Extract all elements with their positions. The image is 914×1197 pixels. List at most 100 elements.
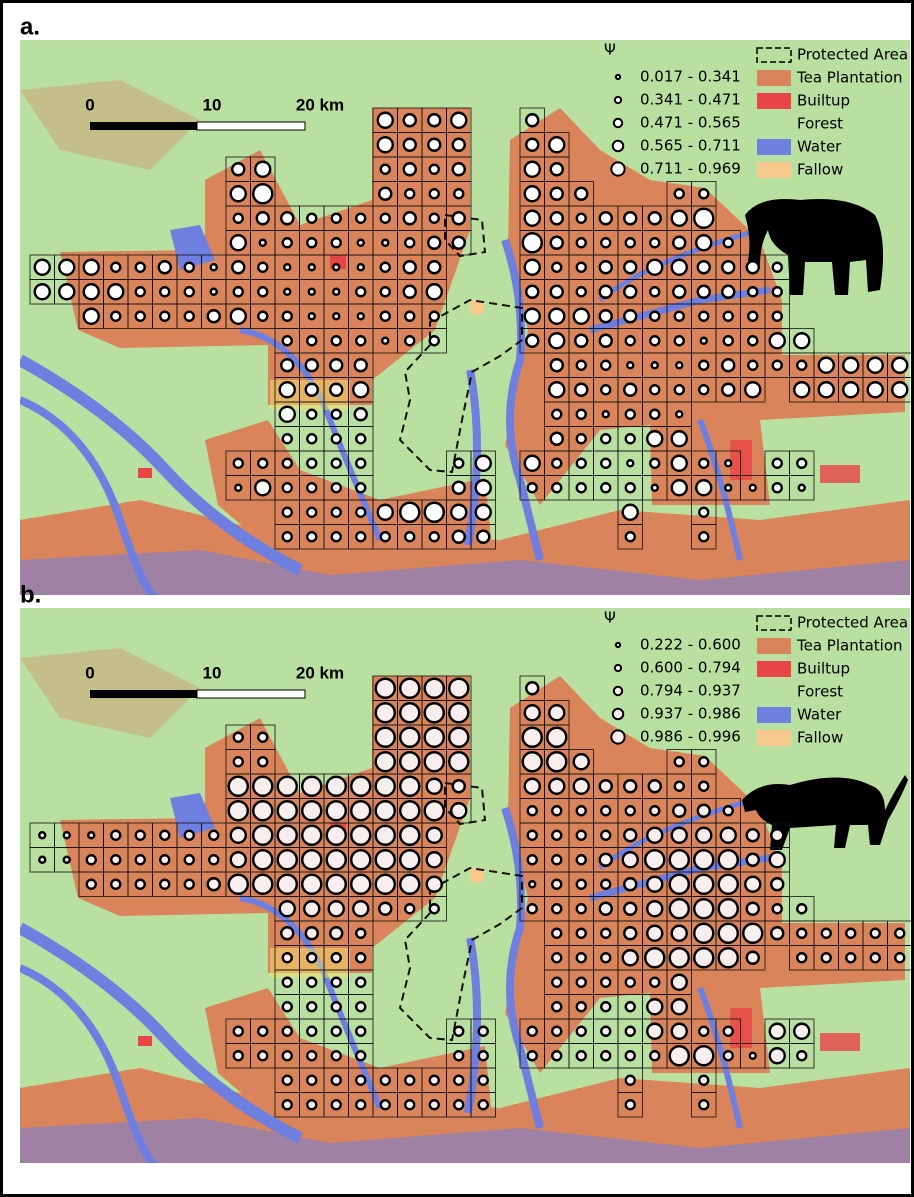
occupancy-symbol — [327, 801, 346, 820]
occupancy-symbol — [59, 260, 74, 275]
occupancy-symbol — [258, 1051, 267, 1060]
occupancy-symbol — [722, 384, 734, 396]
occupancy-symbol — [748, 336, 757, 345]
occupancy-symbol — [601, 1051, 610, 1060]
occupancy-symbol — [675, 757, 684, 766]
occupancy-symbol — [306, 359, 318, 371]
occupancy-symbol — [258, 733, 267, 742]
occupancy-symbol — [626, 1051, 635, 1060]
occupancy-symbol — [649, 780, 661, 792]
occupancy-symbol — [284, 264, 290, 270]
occupancy-symbol — [673, 805, 685, 817]
occupancy-symbol — [309, 264, 315, 270]
occupancy-symbol — [600, 854, 612, 866]
occupancy-symbol — [400, 801, 419, 820]
occupancy-symbol — [258, 263, 267, 272]
occupancy-symbol — [351, 875, 370, 894]
occupancy-symbol — [381, 214, 390, 223]
occupancy-symbol — [722, 359, 734, 371]
occupancy-symbol — [358, 240, 364, 246]
occupancy-symbol — [577, 483, 586, 492]
occupancy-symbol — [381, 287, 390, 296]
occupancy-symbol — [528, 806, 537, 815]
occupancy-symbol — [330, 359, 342, 371]
occupancy-symbol — [577, 459, 586, 468]
occupancy-symbol — [283, 483, 292, 492]
occupancy-symbol — [650, 336, 659, 345]
occupancy-symbol — [601, 978, 610, 987]
occupancy-symbol — [601, 434, 610, 443]
occupancy-symbol — [650, 385, 659, 394]
occupancy-symbol — [258, 287, 267, 296]
occupancy-symbol — [260, 240, 266, 246]
occupancy-symbol — [329, 901, 344, 916]
occupancy-symbol — [376, 728, 395, 747]
occupancy-symbol — [379, 188, 391, 200]
occupancy-symbol — [234, 1051, 243, 1060]
occupancy-symbol — [425, 801, 444, 820]
occupancy-symbol — [283, 336, 292, 345]
occupancy-symbol — [209, 831, 218, 840]
legend-swatch — [757, 139, 791, 155]
occupancy-symbol — [405, 238, 414, 247]
occupancy-symbol — [696, 480, 711, 495]
occupancy-symbol — [719, 899, 738, 918]
occupancy-symbol — [551, 286, 563, 298]
occupancy-symbol — [675, 782, 684, 791]
occupancy-symbol — [234, 733, 243, 742]
occupancy-symbol — [747, 261, 759, 273]
occupancy-symbol — [722, 261, 734, 273]
occupancy-symbol — [724, 1051, 733, 1060]
occupancy-symbol — [333, 264, 339, 270]
legend-swatch — [757, 116, 791, 132]
occupancy-symbol — [382, 240, 388, 246]
occupancy-symbol — [381, 1076, 390, 1085]
occupancy-symbol — [770, 1048, 785, 1063]
occupancy-symbol — [871, 953, 880, 962]
occupancy-symbol — [258, 757, 267, 766]
occupancy-symbol — [355, 408, 367, 420]
occupancy-symbol — [552, 1002, 561, 1011]
scale-bar-black — [90, 690, 197, 698]
occupancy-symbol — [185, 287, 194, 296]
occupancy-symbol — [745, 877, 760, 892]
occupancy-symbol — [229, 801, 248, 820]
occupancy-symbol — [332, 953, 341, 962]
occupancy-symbol — [577, 855, 586, 864]
occupancy-symbol — [449, 703, 468, 722]
occupancy-symbol — [306, 384, 318, 396]
occupancy-symbol — [577, 214, 586, 223]
occupancy-symbol — [428, 237, 440, 249]
occupancy-symbol — [136, 831, 145, 840]
occupancy-symbol — [302, 777, 321, 796]
legend-label: Builtup — [797, 660, 850, 678]
occupancy-symbol — [351, 777, 370, 796]
legend-label: Water — [797, 706, 842, 724]
occupancy-symbol — [353, 382, 368, 397]
occupancy-symbol — [283, 1002, 292, 1011]
occupancy-symbol — [253, 850, 272, 869]
occupancy-symbol — [479, 1051, 488, 1060]
occupancy-symbol — [743, 924, 762, 943]
occupancy-symbol — [330, 927, 342, 939]
occupancy-symbol — [185, 880, 194, 889]
occupancy-symbol — [699, 385, 708, 394]
occupancy-symbol — [670, 850, 689, 869]
occupancy-symbol — [427, 284, 442, 299]
occupancy-symbol — [626, 434, 635, 443]
occupancy-symbol — [88, 832, 94, 838]
occupancy-symbol — [694, 899, 713, 918]
occupancy-symbol — [627, 362, 633, 368]
occupancy-symbol — [330, 384, 342, 396]
occupancy-symbol — [647, 1024, 662, 1039]
occupancy-symbol — [449, 728, 468, 747]
occupancy-symbol — [773, 361, 782, 370]
occupancy-symbol — [652, 485, 658, 491]
occupancy-symbol — [551, 237, 563, 249]
occupancy-symbol — [600, 310, 612, 322]
legend-swatch — [757, 684, 791, 700]
occupancy-symbol — [551, 212, 563, 224]
occupancy-symbol — [525, 705, 540, 720]
occupancy-symbol — [699, 312, 708, 321]
occupancy-symbol — [428, 261, 440, 273]
